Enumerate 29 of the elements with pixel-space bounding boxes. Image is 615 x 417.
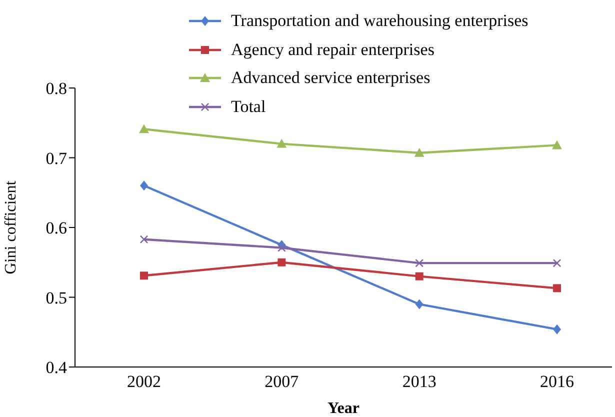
x-tick-label: 2016 bbox=[540, 372, 574, 392]
y-tick-label: 0.5 bbox=[46, 288, 67, 308]
point bbox=[415, 259, 424, 268]
y-axis-title: Gini cofficient bbox=[2, 180, 20, 274]
point bbox=[553, 284, 561, 292]
y-tick-label: 0.6 bbox=[46, 218, 67, 238]
legend-label: Advanced service enterprises bbox=[231, 68, 430, 88]
y-tick-label: 0.8 bbox=[46, 79, 67, 98]
point bbox=[278, 244, 286, 252]
x-tick-label: 2013 bbox=[402, 372, 436, 392]
point bbox=[140, 235, 148, 244]
y-tick-label: 0.4 bbox=[46, 358, 68, 378]
point bbox=[414, 148, 424, 157]
x-tick-label: 2002 bbox=[127, 372, 161, 392]
point bbox=[139, 124, 149, 134]
point bbox=[553, 324, 561, 334]
point bbox=[276, 138, 287, 148]
x-tick-label: 2007 bbox=[264, 372, 300, 392]
legend-label: Transportation and warehousing enterprises bbox=[231, 11, 528, 32]
point bbox=[415, 299, 424, 310]
legend-label: Agency and repair enterprises bbox=[231, 40, 434, 60]
point bbox=[552, 140, 562, 150]
x-axis-title: Year bbox=[328, 400, 360, 417]
point bbox=[140, 180, 148, 191]
point bbox=[278, 258, 286, 266]
point bbox=[140, 272, 148, 280]
legend-label: Total bbox=[231, 96, 266, 117]
y-tick-label: 0.7 bbox=[46, 148, 68, 168]
point bbox=[415, 272, 424, 280]
